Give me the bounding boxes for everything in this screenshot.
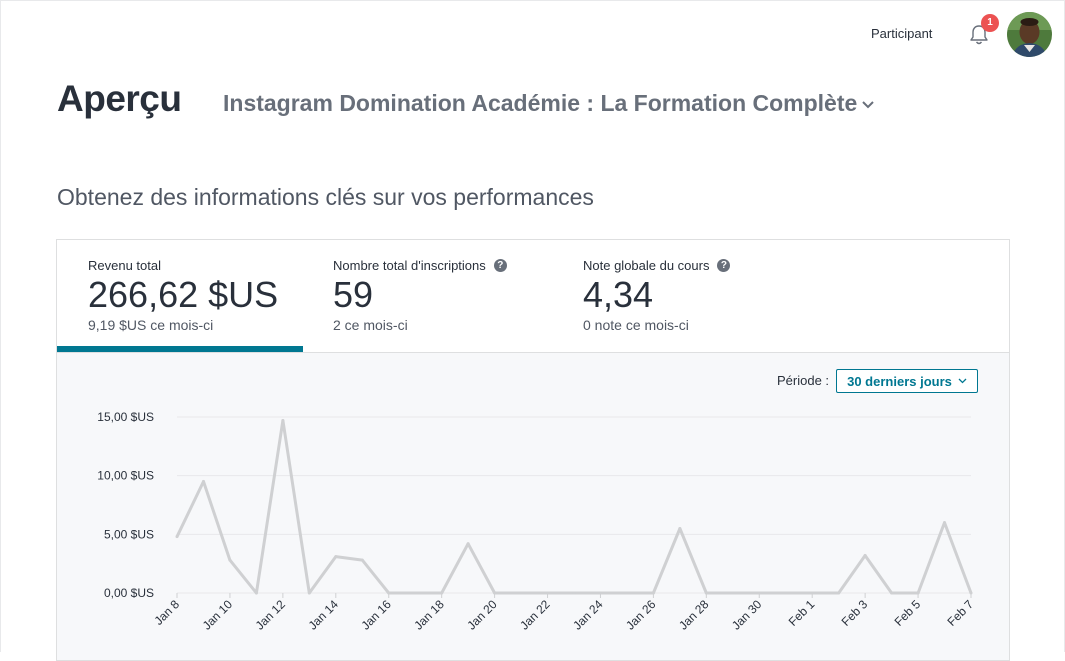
revenue-line-chart: 0,00 $US 5,00 $US 10,00 $US 15,00 $US Jan 8 J… xyxy=(97,410,977,633)
tab-revenue[interactable]: Revenu total 266,62 $US 9,19 $US ce mois… xyxy=(57,240,303,352)
performance-card: Revenu total 266,62 $US 9,19 $US ce mois… xyxy=(56,239,1010,661)
data-point xyxy=(360,558,364,562)
tab-revenue-value: 266,62 $US xyxy=(88,274,279,315)
data-point xyxy=(784,591,788,595)
data-point xyxy=(466,542,470,546)
tab-revenue-label: Revenu total xyxy=(88,258,161,273)
data-point xyxy=(440,591,444,595)
help-icon[interactable]: ? xyxy=(717,259,731,272)
data-point xyxy=(969,591,973,595)
tab-enrollments-value: 59 xyxy=(333,274,374,315)
period-dropdown[interactable]: 30 derniers jours xyxy=(836,369,978,393)
data-point xyxy=(625,591,629,595)
y-tick-label: 10,00 $US xyxy=(97,469,154,483)
notification-count-badge: 1 xyxy=(981,14,999,32)
x-tick-label: Jan 8 xyxy=(151,597,182,628)
data-point xyxy=(493,591,497,595)
data-point xyxy=(228,558,232,562)
metric-tabs: Revenu total 266,62 $US 9,19 $US ce mois… xyxy=(57,240,1009,353)
data-point xyxy=(281,419,285,423)
data-point xyxy=(254,591,258,595)
revenue-series-line xyxy=(175,419,973,595)
x-tick-label: Jan 12 xyxy=(253,597,289,633)
data-point xyxy=(810,591,814,595)
data-point xyxy=(890,591,894,595)
data-point xyxy=(413,591,417,595)
data-point xyxy=(307,591,311,595)
data-point xyxy=(916,591,920,595)
x-tick-label: Jan 24 xyxy=(570,597,606,633)
data-point xyxy=(837,591,841,595)
data-point xyxy=(598,591,602,595)
x-tick-label: Feb 7 xyxy=(945,597,977,629)
period-label: Période : xyxy=(777,373,830,388)
x-tick-label: Feb 1 xyxy=(786,597,818,629)
top-navigation: Participant 1 xyxy=(0,0,1065,70)
section-subtitle: Obtenez des informations clés sur vos pe… xyxy=(57,184,594,210)
x-tick-label: Jan 30 xyxy=(729,597,765,633)
y-tick-label: 15,00 $US xyxy=(97,410,154,424)
data-point xyxy=(757,591,761,595)
page-title: Aperçu xyxy=(57,78,182,119)
data-point xyxy=(943,521,947,525)
x-tick-label: Jan 26 xyxy=(623,597,659,633)
data-point xyxy=(387,591,391,595)
x-tick-label: Jan 20 xyxy=(464,597,500,633)
period-selected-value: 30 derniers jours xyxy=(847,373,952,389)
x-tick-label: Jan 28 xyxy=(676,597,712,633)
user-avatar[interactable] xyxy=(1007,12,1052,57)
y-tick-label: 5,00 $US xyxy=(104,527,154,541)
tab-enrollments[interactable]: Nombre total d'inscriptions? 59 2 ce moi… xyxy=(303,240,553,352)
data-point xyxy=(651,591,655,595)
data-point xyxy=(519,591,523,595)
x-tick-label: Jan 16 xyxy=(358,597,394,633)
x-tick-label: Jan 14 xyxy=(306,597,342,633)
data-point xyxy=(704,591,708,595)
data-point xyxy=(334,555,338,559)
data-point xyxy=(863,553,867,557)
tab-rating-sub: 0 note ce mois-ci xyxy=(583,317,689,333)
x-tick-label: Feb 5 xyxy=(892,597,924,629)
tab-rating-label: Note globale du cours? xyxy=(583,258,731,273)
chevron-down-icon xyxy=(862,101,875,109)
data-point xyxy=(731,591,735,595)
data-point xyxy=(201,480,205,484)
x-tick-label: Jan 10 xyxy=(200,597,236,633)
x-tick-label: Jan 18 xyxy=(411,597,447,633)
y-tick-label: 0,00 $US xyxy=(104,586,154,600)
tab-rating[interactable]: Note globale du cours? 4,34 0 note ce mo… xyxy=(553,240,813,352)
data-point xyxy=(678,526,682,530)
tab-rating-value: 4,34 xyxy=(583,274,654,315)
data-point xyxy=(175,535,179,539)
data-point xyxy=(546,591,550,595)
course-name: Instagram Domination Académie : La Forma… xyxy=(223,90,858,116)
chevron-down-icon xyxy=(958,378,967,384)
tab-revenue-sub: 9,19 $US ce mois-ci xyxy=(88,317,214,333)
data-point xyxy=(572,591,576,595)
x-tick-label: Feb 3 xyxy=(839,597,871,629)
chart-panel: 0,00 $US 5,00 $US 10,00 $US 15,00 $US Jan 8 J… xyxy=(57,353,1009,660)
help-icon[interactable]: ? xyxy=(493,259,507,272)
tab-enrollments-label: Nombre total d'inscriptions? xyxy=(333,258,507,273)
course-selector-dropdown[interactable]: Instagram Domination Académie : La Forma… xyxy=(223,90,875,117)
tab-enrollments-sub: 2 ce mois-ci xyxy=(333,317,408,333)
x-tick-label: Jan 22 xyxy=(517,597,553,633)
participant-link[interactable]: Participant xyxy=(871,26,933,41)
